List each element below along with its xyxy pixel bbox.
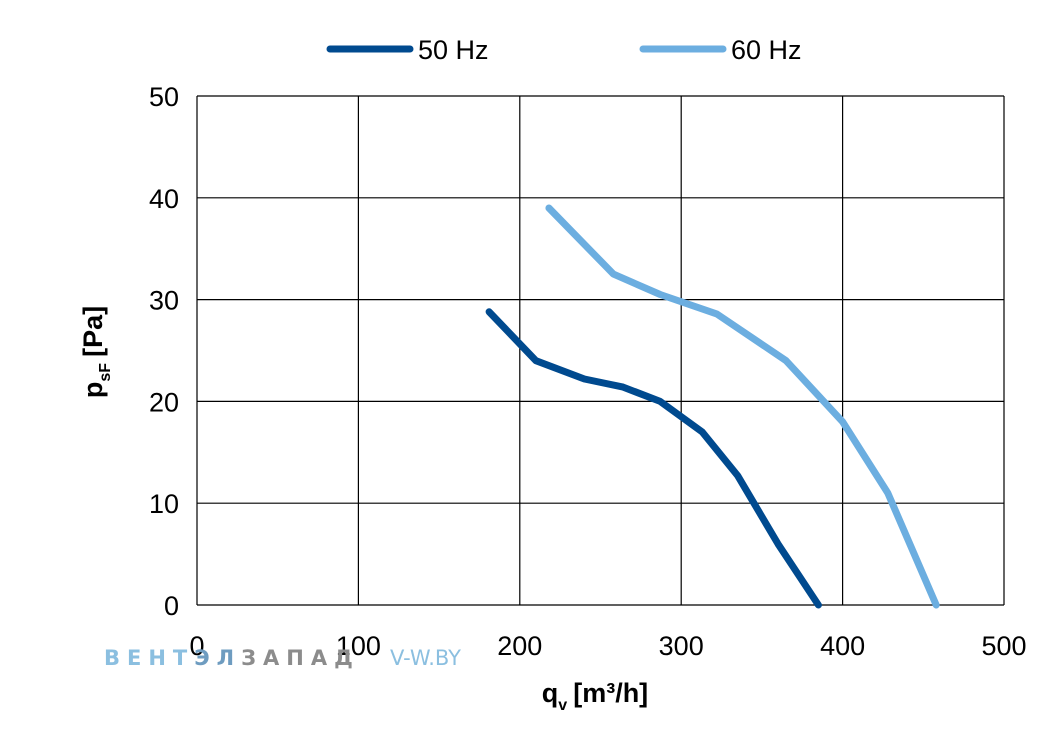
legend: 50 Hz 60 Hz (326, 35, 802, 65)
y-tick-label: 50 (149, 82, 179, 112)
watermark-brand-light: ВЕНТ (104, 646, 194, 670)
watermark-logo: ВЕНТЭЛЗАПАД (104, 646, 360, 670)
y-axis-title: psF [Pa] (78, 306, 114, 398)
x-axis-title-unit: [m³/h] (573, 678, 648, 708)
series-line-0 (485, 308, 822, 609)
watermark-brand-mid: ЭЛ (194, 646, 241, 670)
x-tick-label: 200 (497, 631, 542, 661)
x-tick-label: 500 (981, 631, 1026, 661)
legend-label-1: 60 Hz (731, 35, 802, 65)
x-tick-label: 0 (189, 631, 204, 661)
y-tick-label: 0 (164, 591, 179, 621)
legend-label-0: 50 Hz (418, 35, 489, 65)
y-axis-ticks: 0 10 20 30 40 50 (149, 82, 179, 621)
watermark-url: V-W.BY (390, 646, 461, 670)
y-axis-title-main: p (78, 382, 108, 399)
grid (196, 95, 1005, 606)
y-tick-label: 20 (149, 387, 179, 417)
series-lines (485, 204, 940, 609)
watermark-brand-dark: ЗАПАД (241, 646, 360, 670)
x-tick-label: 400 (820, 631, 865, 661)
y-tick-label: 40 (149, 184, 179, 214)
x-axis-ticks: 0 100 200 300 400 500 (189, 631, 1026, 661)
y-tick-label: 30 (149, 286, 179, 316)
y-axis-title-sub: sF (97, 363, 114, 382)
x-axis-title: qv [m³/h] (542, 678, 648, 714)
y-tick-label: 10 (149, 489, 179, 519)
x-tick-label: 100 (336, 631, 381, 661)
x-axis-title-main: q (542, 678, 559, 708)
x-axis-title-sub: v (558, 697, 567, 714)
x-tick-label: 300 (659, 631, 704, 661)
y-axis-title-unit: [Pa] (78, 306, 108, 357)
series-line-1 (545, 204, 940, 609)
